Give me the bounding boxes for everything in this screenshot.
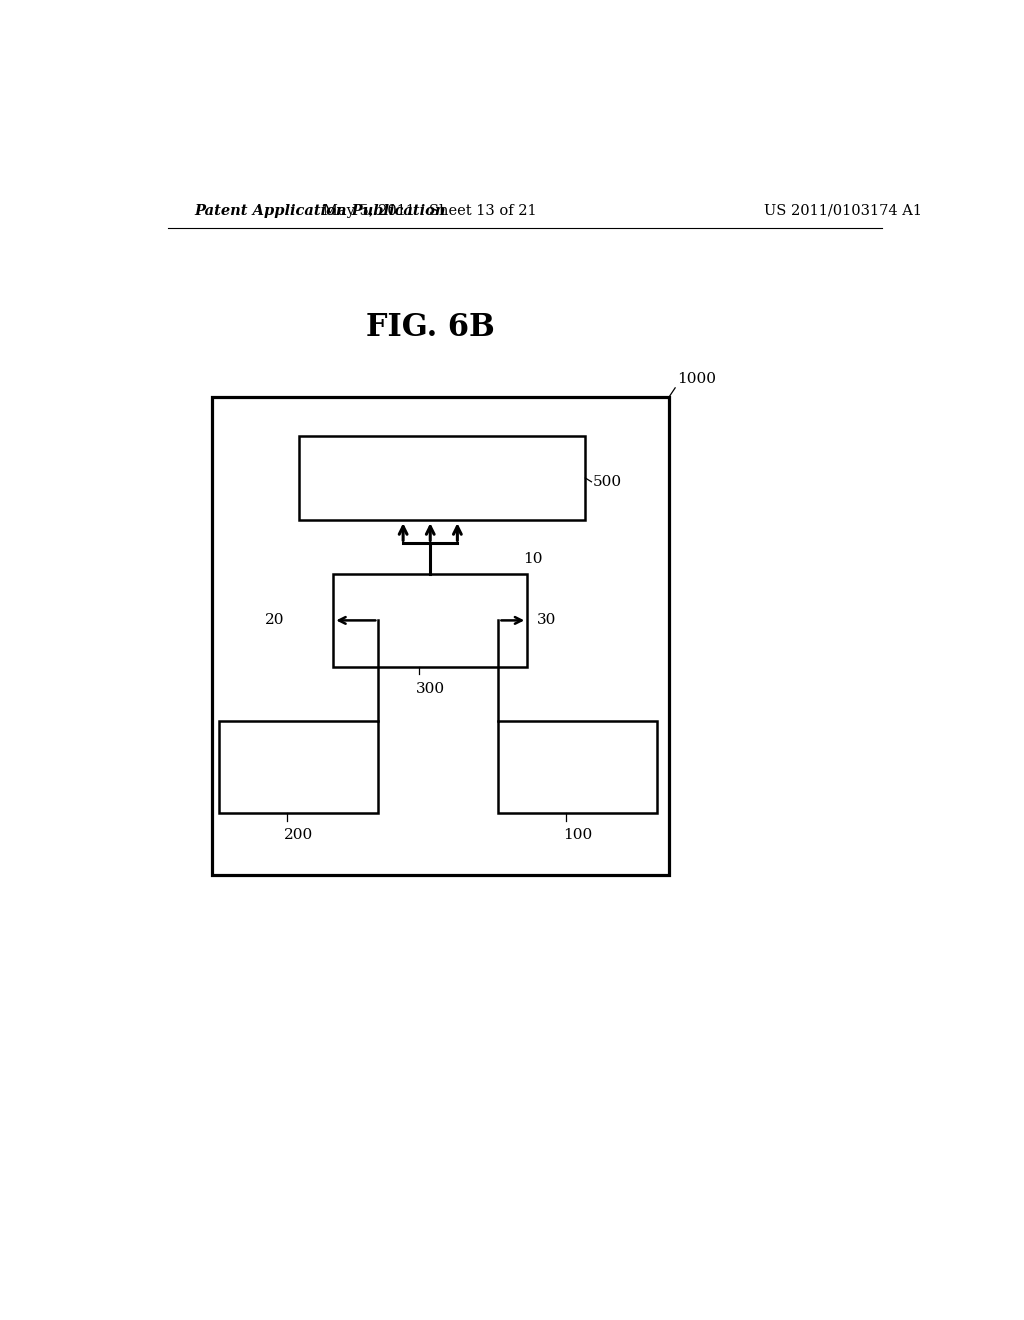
Text: US 2011/0103174 A1: US 2011/0103174 A1 [764,203,922,218]
Text: 20: 20 [265,614,285,627]
Text: 500: 500 [593,475,623,488]
Text: May 5, 2011   Sheet 13 of 21: May 5, 2011 Sheet 13 of 21 [324,203,537,218]
Text: Patent Application Publication: Patent Application Publication [194,203,445,218]
Text: 300: 300 [416,682,444,696]
Bar [219,721,378,813]
Text: 30: 30 [538,614,557,627]
Bar [212,397,669,874]
Bar [499,721,657,813]
Text: 1000: 1000 [677,372,716,387]
Text: 100: 100 [563,829,593,842]
Bar [299,436,586,520]
Text: 200: 200 [285,829,313,842]
Bar [334,574,527,667]
Text: 10: 10 [523,552,543,566]
Text: FIG. 6B: FIG. 6B [366,313,495,343]
